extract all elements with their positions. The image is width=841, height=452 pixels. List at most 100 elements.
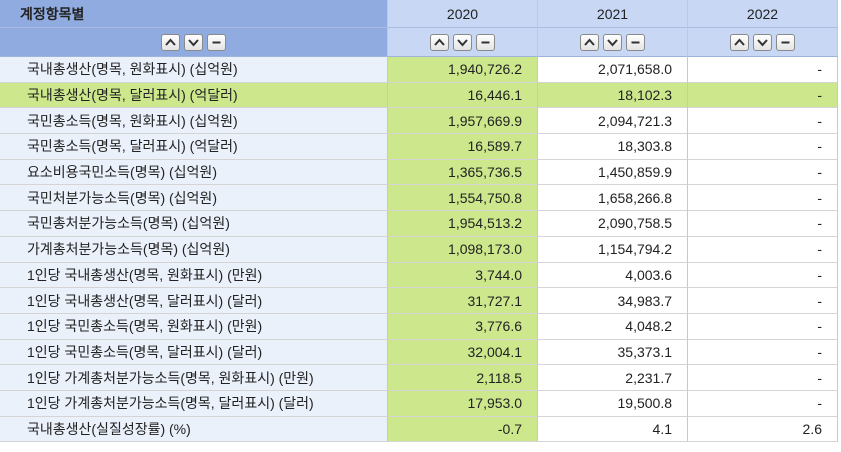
row-label: 국민총소득(명목, 원화표시) (십억원) [0,108,388,135]
column-header-2021[interactable]: 2021 [538,0,688,28]
sort-descending-icon [188,38,199,47]
value-2022: - [688,288,838,314]
column-header-2020[interactable]: 2020 [388,0,538,28]
value-2022: - [688,390,838,417]
row-label: 국민총소득(명목, 달러표시) (억달러) [0,134,388,160]
value-2021: 35,373.1 [538,339,688,366]
row-label: 1인당 국내총생산(명목, 원화표시) (만원) [0,262,388,289]
sort-ascending-icon [584,38,595,47]
value-2020: 1,554,750.8 [388,185,538,212]
table-row[interactable]: 1인당 국내총생산(명목, 원화표시) (만원) 3,744.0 4,003.6- [0,262,838,289]
table-row[interactable]: 1인당 국민총소득(명목, 원화표시) (만원) 3,776.6 4,048.2- [0,313,838,340]
value-2020: 16,446.1 [388,82,538,109]
sort-descending-button-item[interactable] [184,33,203,51]
sort-ascending-button-2020[interactable] [430,33,449,51]
value-2022: - [688,339,838,366]
table-row[interactable]: 국민총처분가능소득(명목) (십억원) 1,954,513.2 2,090,758.… [0,211,838,237]
sort-descending-icon [757,38,768,47]
remove-column-button-2022[interactable] [776,33,795,51]
value-2022: - [688,185,838,212]
remove-column-button-item[interactable] [207,33,226,51]
table-row[interactable]: 가계총처분가능소득(명목) (십억원) 1,098,173.0 1,154,794.… [0,236,838,263]
column-header-item[interactable]: 계정항목별 [0,0,388,28]
column-controls-row [0,28,838,57]
row-label: 1인당 가계총처분가능소득(명목, 원화표시) (만원) [0,365,388,391]
remove-column-button-2021[interactable] [626,33,645,51]
row-label: 1인당 국민총소득(명목, 달러표시) (달러) [0,339,388,366]
table-row[interactable]: 국내총생산(명목, 달러표시) (억달러) 16,446.1 18,102.3- [0,82,838,109]
table-row[interactable]: 1인당 국민총소득(명목, 달러표시) (달러) 32,004.1 35,373.1… [0,339,838,366]
row-label: 국민처분가능소득(명목) (십억원) [0,185,388,212]
row-label: 요소비용국민소득(명목) (십억원) [0,159,388,186]
sort-ascending-icon [434,38,445,47]
row-label: 가계총처분가능소득(명목) (십억원) [0,236,388,263]
value-2020: 32,004.1 [388,339,538,366]
value-2020: 1,940,726.2 [388,57,538,83]
value-2021: 4.1 [538,416,688,443]
table-row[interactable]: 1인당 가계총처분가능소득(명목, 달러표시) (달러) 17,953.0 19,5… [0,390,838,417]
value-2021: 34,983.7 [538,288,688,314]
table-row[interactable]: 국민총소득(명목, 달러표시) (억달러) 16,589.7 18,303.8- [0,134,838,160]
value-2020: 3,776.6 [388,313,538,340]
value-2021: 1,658,266.8 [538,185,688,212]
table-row[interactable]: 국내총생산(명목, 원화표시) (십억원) 1,940,726.2 2,071,65… [0,57,838,83]
statistics-table: 계정항목별 2020 2021 2022 국내총생산(명목, 원화표시) (십억… [0,0,838,443]
value-2020: 2,118.5 [388,365,538,391]
remove-column-button-2020[interactable] [476,33,495,51]
column-controls-2021 [538,28,688,57]
sort-descending-button-2020[interactable] [453,33,472,51]
sort-descending-icon [457,38,468,47]
value-2022: - [688,262,838,289]
sort-ascending-icon [165,38,176,47]
value-2021: 1,154,794.2 [538,236,688,263]
value-2020: 3,744.0 [388,262,538,289]
sort-ascending-button-2021[interactable] [580,33,599,51]
value-2020: 1,957,669.9 [388,108,538,135]
value-2021: 2,231.7 [538,365,688,391]
row-label: 1인당 국내총생산(명목, 달러표시) (달러) [0,288,388,314]
table-row[interactable]: 1인당 가계총처분가능소득(명목, 원화표시) (만원) 2,118.5 2,231… [0,365,838,391]
table-row[interactable]: 국민총소득(명목, 원화표시) (십억원) 1,957,669.9 2,094,72… [0,108,838,135]
row-label: 1인당 가계총처분가능소득(명목, 달러표시) (달러) [0,390,388,417]
value-2020: 31,727.1 [388,288,538,314]
value-2021: 18,303.8 [538,134,688,160]
table-row[interactable]: 국내총생산(실질성장률) (%) -0.7 4.1 2.6 [0,416,838,443]
value-2022: - [688,211,838,237]
value-2022: - [688,313,838,340]
sort-ascending-button-item[interactable] [161,33,180,51]
value-2021: 4,003.6 [538,262,688,289]
row-label: 국내총생산(실질성장률) (%) [0,416,388,443]
value-2022: 2.6 [688,416,838,443]
remove-column-icon [780,38,791,47]
value-2022: - [688,108,838,135]
remove-column-icon [211,38,222,47]
value-2020: 17,953.0 [388,390,538,417]
value-2020: 1,365,736.5 [388,159,538,186]
remove-column-icon [630,38,641,47]
row-label: 1인당 국민총소득(명목, 원화표시) (만원) [0,313,388,340]
value-2022: - [688,134,838,160]
value-2022: - [688,82,838,109]
sort-descending-icon [607,38,618,47]
table-row[interactable]: 1인당 국내총생산(명목, 달러표시) (달러) 31,727.1 34,983.7… [0,288,838,314]
value-2021: 2,094,721.3 [538,108,688,135]
header-row: 계정항목별 2020 2021 2022 [0,0,838,28]
value-2021: 2,090,758.5 [538,211,688,237]
value-2021: 18,102.3 [538,82,688,109]
column-header-2022[interactable]: 2022 [688,0,838,28]
table-row[interactable]: 국민처분가능소득(명목) (십억원) 1,554,750.8 1,658,266.8… [0,185,838,212]
value-2021: 4,048.2 [538,313,688,340]
value-2022: - [688,236,838,263]
row-label: 국민총처분가능소득(명목) (십억원) [0,211,388,237]
value-2022: - [688,365,838,391]
table-row[interactable]: 요소비용국민소득(명목) (십억원) 1,365,736.5 1,450,859.9… [0,159,838,186]
sort-descending-button-2021[interactable] [603,33,622,51]
value-2021: 2,071,658.0 [538,57,688,83]
value-2022: - [688,57,838,83]
table-body: 국내총생산(명목, 원화표시) (십억원) 1,940,726.2 2,071,65… [0,57,838,443]
row-label: 국내총생산(명목, 원화표시) (십억원) [0,57,388,83]
column-controls-2022 [688,28,838,57]
sort-descending-button-2022[interactable] [753,33,772,51]
value-2022: - [688,159,838,186]
sort-ascending-button-2022[interactable] [730,33,749,51]
